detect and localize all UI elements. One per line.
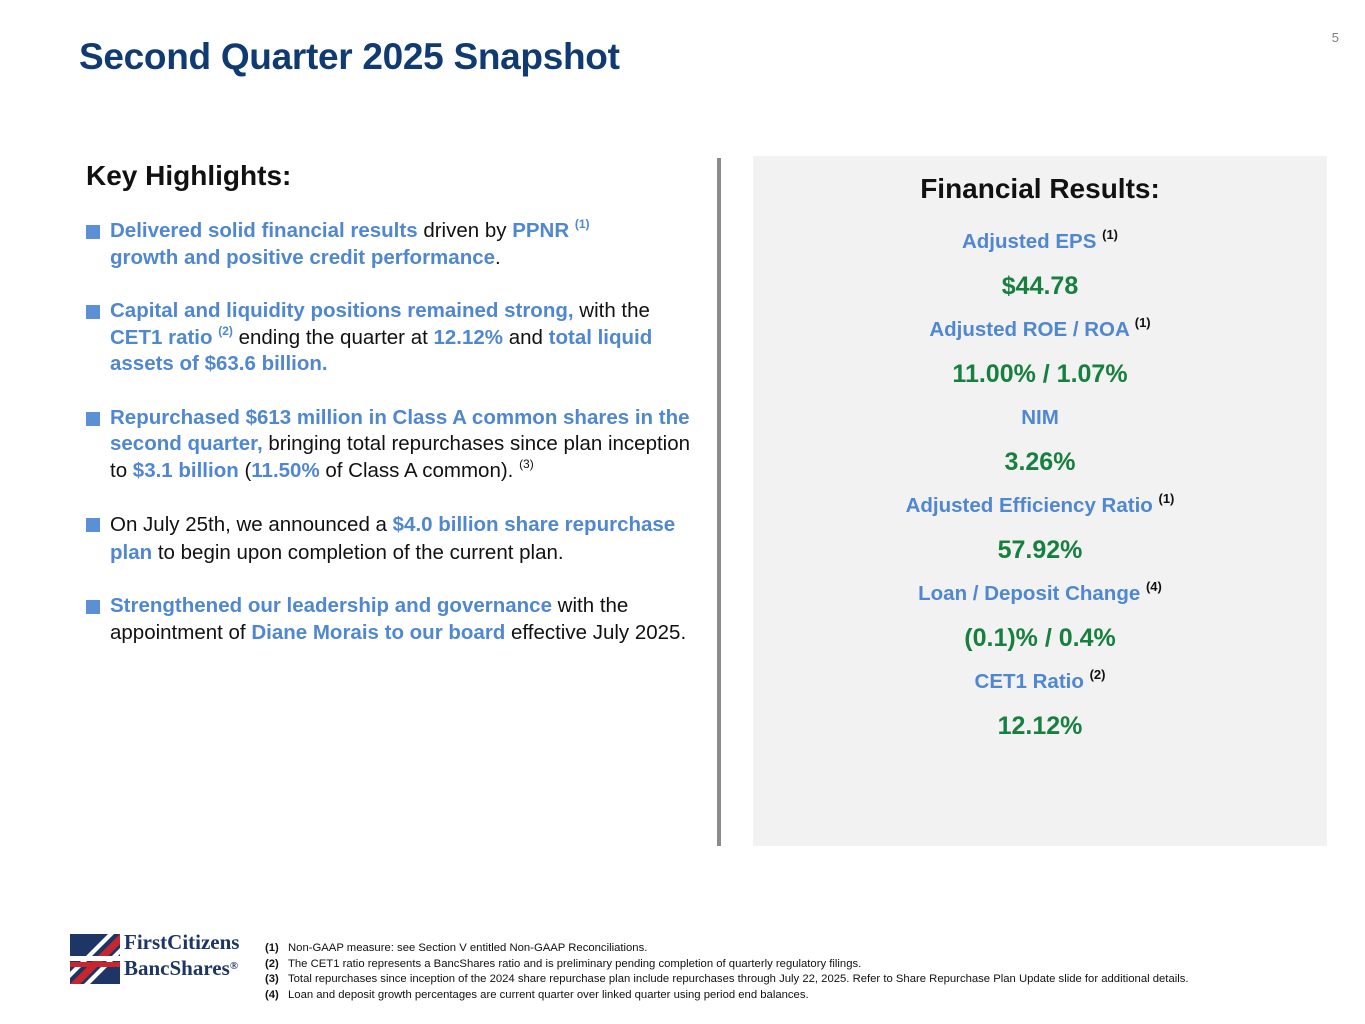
footnote: (1) Non-GAAP measure: see Section V entit… [265,941,1189,957]
footnote-ref: (2) [218,323,233,338]
body-text: of Class A common). [319,458,520,482]
footnote-number: (2) [265,957,279,970]
footnote-number: (1) [265,942,279,954]
metric-label-text: Adjusted ROE / ROA [929,318,1130,341]
highlight-bullet: Delivered solid financial results driven… [86,218,696,271]
metric-label-adjusted-efficiency-ratio: Adjusted Efficiency Ratio (1) [753,491,1327,521]
body-text: ending the quarter at [232,325,434,349]
logo-line-2: BancShares® [124,954,239,980]
body-text: bringing total repurchases since plan in… [110,432,691,482]
metric-label-text: NIM [1021,406,1059,429]
highlight-text: growth and positive credit performance [110,245,496,269]
body-text: with the appointment of [110,594,629,644]
highlight-text: Diane Morais to our board [251,620,506,644]
metric-label-text: Adjusted Efficiency Ratio [905,494,1153,517]
body-text: On July 25th, we announced a [110,513,393,536]
metric-label-text: CET1 Ratio [974,670,1084,693]
body-text: effective July 2025. [505,620,687,644]
footnote-ref: (1) [1158,491,1175,506]
square-bullet-icon [86,518,100,532]
footnote: (2) The CET1 ratio represents a BancShare… [265,957,1189,973]
highlight-text: $4.0 billion share repurchase plan [110,513,676,564]
logo-wordmark: FirstCitizens BancShares® [124,930,239,980]
flag-logo-icon [70,934,120,984]
highlight-text: 11.50% [251,458,320,482]
metric-label-text: Adjusted EPS [961,230,1097,253]
footnote-ref: (3) [519,456,534,471]
footnote-text: Non-GAAP measure: see Section V entitled… [288,942,648,954]
footnote-ref: (1) [1134,315,1151,330]
highlight-bullet: Repurchased $613 million in Class A comm… [86,405,696,485]
metric-label-loan-deposit-change: Loan / Deposit Change (4) [753,579,1327,609]
highlight-bullet: On July 25th, we announced a $4.0 billio… [86,511,696,566]
footnotes: (1) Non-GAAP measure: see Section V entit… [265,941,1189,1003]
metric-label-nim: NIM [753,403,1327,433]
highlight-text: total liquid assets of $63.6 billion. [110,325,653,376]
metric-value-nim: 3.26% [1004,448,1076,476]
metric-label-cet1-ratio: CET1 Ratio (2) [753,667,1327,697]
metric-value-adjusted-efficiency-ratio: 57.92% [997,536,1083,564]
footnote-text: Total repurchases since inception of the… [288,973,1189,985]
footnote-ref: (1) [574,217,590,231]
footnote: (4) Loan and deposit growth percentages a… [265,988,1189,1004]
highlight-text: CET1 ratio [110,325,213,349]
body-text: to begin upon completion of the current … [152,540,564,564]
square-bullet-icon [86,305,100,319]
footnote-number: (4) [265,988,279,1001]
key-highlights-section: Key Highlights: Delivered solid financia… [86,160,696,673]
footnote-text: Loan and deposit growth percentages are … [288,988,809,1001]
footnote-ref: (2) [1089,667,1106,682]
highlight-text: Delivered solid financial results [110,219,418,242]
metric-label-text: Loan / Deposit Change [918,582,1141,605]
company-logo: FirstCitizens BancShares® [70,930,248,986]
metric-value-loan-deposit-change: (0.1)% / 0.4% [964,624,1116,652]
registered-mark: ® [229,960,239,972]
highlight-text: PPNR [512,219,570,242]
highlight-text: Repurchased $613 million in Class A comm… [110,405,690,456]
page-number: 5 [1331,30,1339,45]
metric-label-adjusted-eps: Adjusted EPS (1) [753,227,1327,257]
footnote-ref: (1) [1102,227,1118,242]
highlight-bullet: Capital and liquidity positions remained… [86,298,696,378]
metric-value-cet1-ratio: 12.12% [997,712,1083,740]
footnote-ref: (4) [1145,579,1162,594]
metric-value-adjusted-roe-roa: 11.00% / 1.07% [952,360,1128,388]
square-bullet-icon [86,225,100,239]
metric-value-adjusted-eps: $44.78 [1001,272,1079,300]
body-text: with the [573,299,650,322]
logo-line-2-text: BancShares [124,956,230,980]
body-text: ( [238,458,252,482]
highlight-text: $3.1 billion [132,458,239,482]
financial-results-heading: Financial Results: [920,173,1160,204]
square-bullet-icon [86,411,100,426]
vertical-divider [717,158,721,846]
financial-results-panel: Financial Results: Adjusted EPS (1) $44.… [753,156,1327,846]
body-text: . [495,245,501,269]
body-text: driven by [417,219,513,242]
metric-label-adjusted-roe-roa: Adjusted ROE / ROA (1) [753,315,1327,345]
body-text: and [503,325,549,349]
footnote-text: The CET1 ratio represents a BancShares r… [288,957,862,970]
highlight-text: Strengthened our leadership and governan… [110,594,552,617]
footnote-number: (3) [265,973,279,985]
key-highlights-heading: Key Highlights: [86,160,292,191]
highlight-text: Capital and liquidity positions remained… [110,299,574,322]
square-bullet-icon [86,600,100,614]
page-title: Second Quarter 2025 Snapshot [79,36,620,77]
footnote: (3) Total repurchases since inception of … [265,972,1189,988]
highlight-text: 12.12% [433,325,504,349]
highlight-bullet: Strengthened our leadership and governan… [86,593,696,646]
logo-line-1: FirstCitizens [124,930,240,954]
